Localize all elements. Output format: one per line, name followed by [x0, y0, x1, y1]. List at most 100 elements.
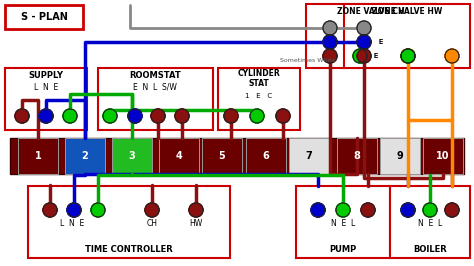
Text: STAT: STAT: [249, 80, 269, 89]
Text: HW: HW: [190, 219, 202, 228]
Bar: [65, 138, 105, 174]
Text: 4: 4: [176, 151, 182, 161]
Circle shape: [401, 49, 415, 63]
Text: E  N  L  S/W: E N L S/W: [133, 82, 177, 92]
Text: E: E: [378, 39, 383, 45]
Bar: [296, 186, 390, 258]
Text: S - PLAN: S - PLAN: [20, 12, 67, 22]
Circle shape: [323, 49, 337, 63]
Bar: [390, 186, 470, 258]
Bar: [159, 138, 199, 174]
Circle shape: [39, 109, 53, 123]
Circle shape: [151, 109, 165, 123]
Text: PUMP: PUMP: [329, 246, 356, 255]
Text: 1   E   C: 1 E C: [246, 93, 273, 99]
Circle shape: [43, 203, 57, 217]
Circle shape: [323, 35, 337, 49]
Text: Sometimes White: Sometimes White: [280, 57, 336, 63]
Circle shape: [323, 49, 337, 63]
Circle shape: [145, 203, 159, 217]
Text: BOILER: BOILER: [413, 246, 447, 255]
Circle shape: [336, 203, 350, 217]
Circle shape: [361, 203, 375, 217]
Circle shape: [224, 109, 238, 123]
Text: E: E: [378, 39, 383, 45]
Circle shape: [103, 109, 117, 123]
Text: CH: CH: [146, 219, 157, 228]
Circle shape: [353, 49, 367, 63]
Circle shape: [357, 35, 371, 49]
Circle shape: [401, 49, 415, 63]
Text: N  E  L: N E L: [418, 219, 442, 228]
Circle shape: [401, 203, 415, 217]
Circle shape: [401, 49, 415, 63]
Text: E: E: [373, 53, 377, 59]
Bar: [380, 138, 420, 174]
Circle shape: [357, 21, 371, 35]
Bar: [344, 4, 470, 68]
Circle shape: [15, 109, 29, 123]
Text: 8: 8: [354, 151, 360, 161]
Circle shape: [189, 203, 203, 217]
Circle shape: [401, 49, 415, 63]
Text: 5: 5: [219, 151, 225, 161]
Text: 3: 3: [128, 151, 136, 161]
Circle shape: [323, 21, 337, 35]
Text: L  N  E: L N E: [34, 82, 58, 92]
Circle shape: [336, 203, 350, 217]
Circle shape: [323, 21, 337, 35]
Circle shape: [67, 203, 81, 217]
Circle shape: [311, 203, 325, 217]
Text: 10: 10: [436, 151, 450, 161]
Circle shape: [63, 109, 77, 123]
Text: SUPPLY: SUPPLY: [28, 72, 64, 81]
Bar: [246, 138, 286, 174]
Text: 7: 7: [306, 151, 312, 161]
Circle shape: [357, 21, 371, 35]
Bar: [5, 68, 87, 130]
Circle shape: [91, 203, 105, 217]
Bar: [18, 138, 58, 174]
Circle shape: [43, 203, 57, 217]
Circle shape: [151, 109, 165, 123]
Circle shape: [276, 109, 290, 123]
Circle shape: [361, 203, 375, 217]
Circle shape: [39, 109, 53, 123]
Bar: [202, 138, 242, 174]
Bar: [5, 5, 83, 29]
Circle shape: [224, 109, 238, 123]
Circle shape: [445, 49, 459, 63]
Circle shape: [311, 203, 325, 217]
Text: E: E: [373, 53, 377, 59]
Bar: [423, 138, 463, 174]
Text: 2: 2: [82, 151, 88, 161]
Circle shape: [189, 203, 203, 217]
Circle shape: [445, 203, 459, 217]
Circle shape: [357, 35, 371, 49]
Circle shape: [91, 203, 105, 217]
Bar: [10, 138, 464, 174]
Bar: [112, 138, 152, 174]
Circle shape: [445, 49, 459, 63]
Circle shape: [357, 49, 371, 63]
Circle shape: [323, 35, 337, 49]
Circle shape: [175, 109, 189, 123]
Circle shape: [423, 203, 437, 217]
Bar: [289, 138, 329, 174]
Bar: [28, 186, 230, 258]
Text: 6: 6: [263, 151, 269, 161]
Text: 9: 9: [397, 151, 403, 161]
Bar: [218, 68, 300, 130]
Circle shape: [128, 109, 142, 123]
Text: TIME CONTROLLER: TIME CONTROLLER: [85, 246, 173, 255]
Text: L  N  E: L N E: [60, 219, 84, 228]
Circle shape: [15, 109, 29, 123]
Circle shape: [128, 109, 142, 123]
Text: 1: 1: [35, 151, 41, 161]
Circle shape: [401, 203, 415, 217]
Circle shape: [103, 109, 117, 123]
Circle shape: [276, 109, 290, 123]
Circle shape: [445, 203, 459, 217]
Circle shape: [353, 49, 367, 63]
Bar: [98, 68, 213, 130]
